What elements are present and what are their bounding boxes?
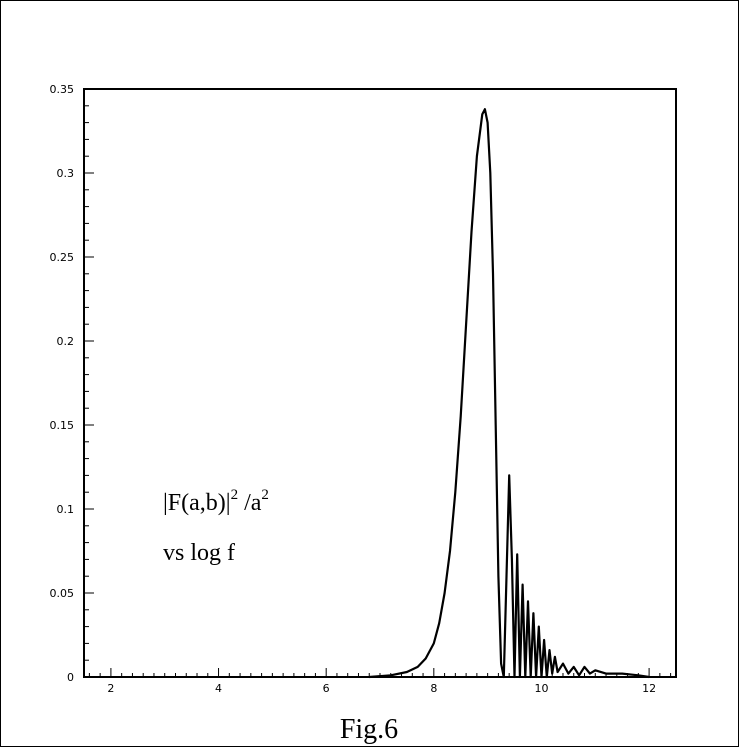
annotation-mid: /a xyxy=(238,490,262,516)
data-point xyxy=(460,416,462,418)
data-point xyxy=(578,674,580,676)
data-point xyxy=(573,666,575,668)
annotation-line1: |F(a,b)|2 /a2 xyxy=(163,487,269,516)
data-point xyxy=(519,676,521,678)
minor-ticks xyxy=(84,105,672,677)
data-point xyxy=(505,575,508,577)
data-point xyxy=(554,656,556,658)
y-tick-label: 0.2 xyxy=(57,335,75,348)
annotation-sup1: 2 xyxy=(231,487,239,503)
data-point xyxy=(481,113,483,115)
x-axis: 2 4 6 8 10 12 xyxy=(107,668,656,695)
data-point xyxy=(497,575,499,577)
data-point xyxy=(368,676,370,678)
data-point xyxy=(522,584,524,586)
data-point xyxy=(500,663,502,665)
data-point xyxy=(513,676,516,678)
series-layer xyxy=(368,108,650,679)
x-tick-label: 2 xyxy=(107,682,114,695)
data-point xyxy=(417,666,419,668)
data-point xyxy=(530,676,532,678)
data-point xyxy=(594,669,596,671)
data-point xyxy=(390,674,392,676)
data-point xyxy=(449,550,451,552)
y-tick-label: 0.1 xyxy=(57,503,75,516)
data-point xyxy=(621,673,623,675)
data-point xyxy=(543,639,545,641)
data-point xyxy=(551,673,553,675)
data-point xyxy=(538,626,540,628)
data-point xyxy=(527,600,529,603)
data-point xyxy=(583,666,586,668)
y-tick-label: 0.15 xyxy=(50,419,75,432)
y-tick-label: 0.25 xyxy=(50,251,75,264)
series-line xyxy=(369,108,650,679)
x-tick-label: 12 xyxy=(642,682,656,695)
x-tick-label: 8 xyxy=(430,682,437,695)
x-tick-label: 6 xyxy=(323,682,330,695)
data-point xyxy=(492,273,494,275)
figure-caption: Fig.6 xyxy=(340,714,398,745)
data-point xyxy=(433,642,435,645)
annotation-sup2: 2 xyxy=(261,487,269,503)
data-point xyxy=(605,673,607,675)
data-point xyxy=(589,673,591,675)
x-tick-label: 4 xyxy=(215,682,222,695)
data-point xyxy=(406,671,408,673)
data-point xyxy=(548,649,551,651)
data-point xyxy=(425,657,427,660)
data-point xyxy=(516,553,518,556)
data-point xyxy=(648,676,650,678)
data-point xyxy=(562,663,564,665)
data-point xyxy=(532,612,535,614)
y-tick-label: 0.05 xyxy=(50,587,75,600)
data-point xyxy=(503,676,505,678)
data-point xyxy=(524,676,526,678)
data-point xyxy=(454,491,456,493)
data-point xyxy=(495,424,497,426)
y-axis: 0 0.05 0.1 0.15 0.2 0.25 0.3 0.35 xyxy=(50,83,94,684)
data-point xyxy=(438,622,440,624)
y-tick-label: 0 xyxy=(67,671,74,684)
data-point xyxy=(557,671,559,673)
data-point xyxy=(487,122,489,124)
annotation-main: |F(a,b)| xyxy=(163,490,231,516)
data-point xyxy=(540,676,543,678)
data-point xyxy=(470,231,473,233)
y-tick-label: 0.3 xyxy=(57,167,75,180)
data-point xyxy=(444,592,446,594)
plot-area xyxy=(83,88,677,678)
annotation-line2: vs log f xyxy=(163,540,235,566)
data-point xyxy=(489,172,491,174)
data-point xyxy=(546,676,548,678)
data-point xyxy=(535,676,537,678)
y-tick-label: 0.35 xyxy=(50,83,75,96)
data-point xyxy=(567,673,570,675)
data-point xyxy=(511,558,513,561)
data-point xyxy=(476,155,478,157)
data-point xyxy=(465,323,467,325)
data-point xyxy=(508,474,510,476)
data-point xyxy=(484,108,486,110)
data-point xyxy=(637,674,639,676)
x-tick-label: 10 xyxy=(534,682,548,695)
